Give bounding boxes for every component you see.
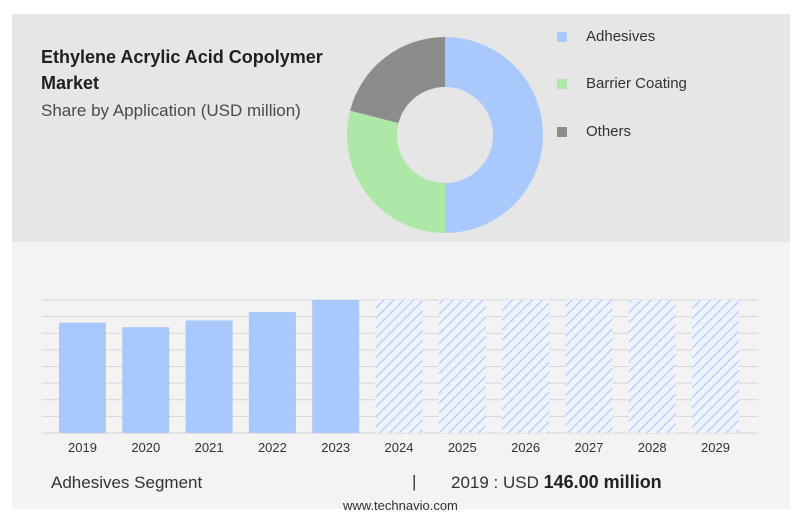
chart-subtitle: Share by Application (USD million) <box>41 101 301 120</box>
legend-swatch-adhesives <box>557 32 567 42</box>
x-tick-label: 2020 <box>131 440 160 455</box>
x-tick-label: 2026 <box>511 440 540 455</box>
legend-swatch-others <box>557 127 567 137</box>
forecast-bar-2025 <box>438 300 486 433</box>
donut-slice-barrier-coating <box>347 110 445 233</box>
legend-swatch-barrier-coating <box>557 79 567 89</box>
segment-value: 2019 : USD 146.00 million <box>451 472 662 493</box>
x-tick-label: 2023 <box>321 440 350 455</box>
bar-chart: 2019 2020 2021 2022 2023 2024 2025 2026 2027 2028… <box>42 299 758 455</box>
legend-label-adhesives: Adhesives <box>586 28 656 45</box>
bar-2020 <box>122 327 170 433</box>
legend-label-others: Others <box>586 123 632 140</box>
x-tick-label: 2027 <box>574 440 603 455</box>
segment-amount: 146.00 million <box>543 472 662 492</box>
forecast-bar-2028 <box>628 300 676 433</box>
forecast-bar-2027 <box>565 300 613 433</box>
donut-slice-adhesives <box>445 37 543 233</box>
bar-2019 <box>59 322 106 433</box>
x-tick-label: 2019 <box>68 440 97 455</box>
legend-label-barrier-coating: Barrier Coating <box>586 75 687 92</box>
forecast-bar-2026 <box>502 300 550 433</box>
donut-slice-others <box>350 37 445 124</box>
forecast-bar-2029 <box>692 300 739 433</box>
x-tick-label: 2025 <box>448 440 477 455</box>
segment-year-prefix: 2019 : USD <box>451 473 539 492</box>
forecast-bar-2024 <box>375 300 423 433</box>
bar-2021 <box>185 320 233 433</box>
x-tick-label: 2021 <box>195 440 224 455</box>
bar-2023 <box>312 300 360 433</box>
donut-chart <box>347 37 543 233</box>
bar-2022 <box>248 312 296 433</box>
chart-title: Ethylene Acrylic Acid Copolymer Market <box>41 47 323 93</box>
x-tick-label: 2029 <box>701 440 730 455</box>
x-tick-label: 2028 <box>638 440 667 455</box>
x-tick-label: 2022 <box>258 440 287 455</box>
x-tick-label: 2024 <box>385 440 414 455</box>
segment-label: Adhesives Segment <box>51 473 203 492</box>
source-site: www.technavio.com <box>343 498 458 513</box>
footer-separator: | <box>412 472 417 491</box>
